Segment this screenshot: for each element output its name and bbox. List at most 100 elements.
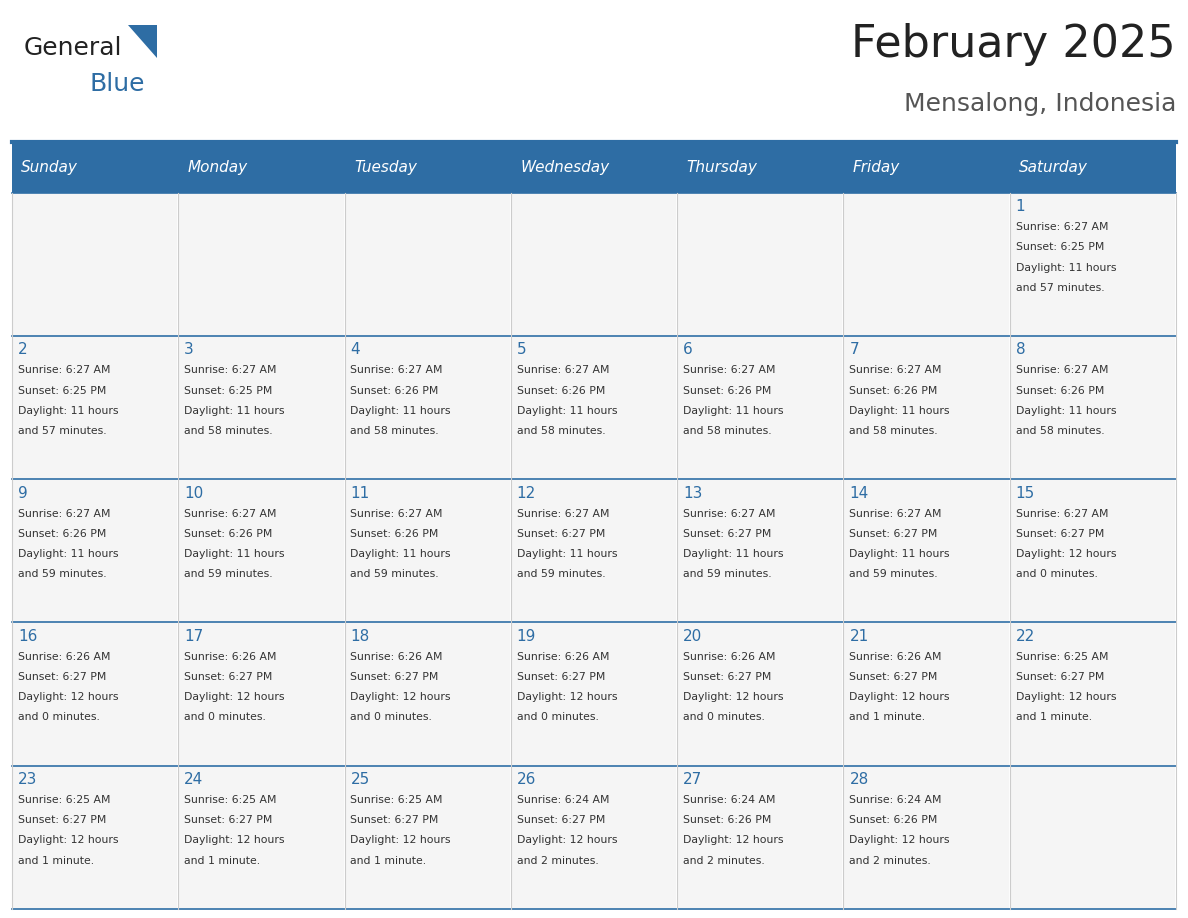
- Text: Daylight: 12 hours: Daylight: 12 hours: [849, 692, 950, 702]
- Text: Sunset: 6:26 PM: Sunset: 6:26 PM: [1016, 386, 1104, 396]
- Text: and 0 minutes.: and 0 minutes.: [683, 712, 765, 722]
- Text: Daylight: 12 hours: Daylight: 12 hours: [18, 692, 119, 702]
- Bar: [178, 336, 345, 479]
- Bar: [178, 142, 345, 193]
- Text: 6: 6: [683, 342, 693, 357]
- Text: 23: 23: [18, 772, 37, 787]
- Bar: [843, 142, 1010, 193]
- Text: 26: 26: [517, 772, 536, 787]
- Text: and 59 minutes.: and 59 minutes.: [184, 569, 273, 579]
- Text: 1: 1: [1016, 199, 1025, 214]
- Bar: [12, 336, 178, 479]
- Text: 24: 24: [184, 772, 203, 787]
- Text: and 57 minutes.: and 57 minutes.: [18, 426, 107, 436]
- Text: 20: 20: [683, 629, 702, 644]
- Text: and 0 minutes.: and 0 minutes.: [18, 712, 100, 722]
- Text: and 1 minute.: and 1 minute.: [18, 856, 94, 866]
- Text: 13: 13: [683, 486, 702, 500]
- Text: Tuesday: Tuesday: [354, 160, 417, 175]
- Text: and 57 minutes.: and 57 minutes.: [1016, 283, 1105, 293]
- Bar: [511, 336, 677, 479]
- Text: Daylight: 11 hours: Daylight: 11 hours: [517, 406, 618, 416]
- Text: and 1 minute.: and 1 minute.: [1016, 712, 1092, 722]
- Text: Sunset: 6:27 PM: Sunset: 6:27 PM: [683, 672, 771, 682]
- Text: Daylight: 12 hours: Daylight: 12 hours: [683, 835, 784, 845]
- Bar: [178, 766, 345, 909]
- Text: 9: 9: [18, 486, 27, 500]
- Text: Daylight: 12 hours: Daylight: 12 hours: [849, 835, 950, 845]
- Text: and 2 minutes.: and 2 minutes.: [517, 856, 599, 866]
- Bar: [843, 193, 1010, 336]
- Text: and 58 minutes.: and 58 minutes.: [1016, 426, 1105, 436]
- Text: 22: 22: [1016, 629, 1035, 644]
- Text: Daylight: 11 hours: Daylight: 11 hours: [18, 406, 119, 416]
- Text: 3: 3: [184, 342, 194, 357]
- Bar: [12, 193, 178, 336]
- Text: Sunrise: 6:26 AM: Sunrise: 6:26 AM: [517, 652, 609, 662]
- Text: February 2025: February 2025: [852, 23, 1176, 66]
- Text: Sunset: 6:25 PM: Sunset: 6:25 PM: [18, 386, 106, 396]
- Text: Sunset: 6:27 PM: Sunset: 6:27 PM: [849, 529, 937, 539]
- Text: and 2 minutes.: and 2 minutes.: [683, 856, 765, 866]
- Text: Sunrise: 6:24 AM: Sunrise: 6:24 AM: [517, 795, 609, 805]
- Bar: [511, 479, 677, 622]
- Bar: [677, 622, 843, 766]
- Bar: [1010, 766, 1176, 909]
- Text: Sunset: 6:26 PM: Sunset: 6:26 PM: [683, 815, 771, 825]
- Text: Sunrise: 6:25 AM: Sunrise: 6:25 AM: [1016, 652, 1108, 662]
- Text: 28: 28: [849, 772, 868, 787]
- Text: Daylight: 12 hours: Daylight: 12 hours: [1016, 692, 1117, 702]
- Bar: [1010, 336, 1176, 479]
- Text: and 1 minute.: and 1 minute.: [184, 856, 260, 866]
- Text: Sunrise: 6:27 AM: Sunrise: 6:27 AM: [1016, 509, 1108, 519]
- Bar: [677, 766, 843, 909]
- Text: Daylight: 12 hours: Daylight: 12 hours: [517, 692, 618, 702]
- Text: and 58 minutes.: and 58 minutes.: [683, 426, 772, 436]
- Bar: [178, 193, 345, 336]
- Text: and 59 minutes.: and 59 minutes.: [517, 569, 606, 579]
- Bar: [345, 336, 511, 479]
- Text: 2: 2: [18, 342, 27, 357]
- Text: Wednesday: Wednesday: [520, 160, 609, 175]
- Text: Sunrise: 6:27 AM: Sunrise: 6:27 AM: [517, 509, 609, 519]
- Bar: [843, 336, 1010, 479]
- Text: Sunrise: 6:26 AM: Sunrise: 6:26 AM: [18, 652, 110, 662]
- Text: 25: 25: [350, 772, 369, 787]
- Bar: [178, 622, 345, 766]
- Bar: [843, 766, 1010, 909]
- Text: Sunset: 6:27 PM: Sunset: 6:27 PM: [1016, 529, 1104, 539]
- Text: 21: 21: [849, 629, 868, 644]
- Text: Sunset: 6:27 PM: Sunset: 6:27 PM: [184, 672, 272, 682]
- Text: Daylight: 11 hours: Daylight: 11 hours: [849, 406, 950, 416]
- Text: and 0 minutes.: and 0 minutes.: [1016, 569, 1098, 579]
- Text: Sunset: 6:27 PM: Sunset: 6:27 PM: [1016, 672, 1104, 682]
- Text: Sunset: 6:27 PM: Sunset: 6:27 PM: [350, 672, 438, 682]
- Text: Sunrise: 6:27 AM: Sunrise: 6:27 AM: [184, 365, 277, 375]
- Text: Sunrise: 6:26 AM: Sunrise: 6:26 AM: [849, 652, 942, 662]
- Bar: [345, 479, 511, 622]
- Bar: [511, 142, 677, 193]
- Text: Sunrise: 6:25 AM: Sunrise: 6:25 AM: [18, 795, 110, 805]
- Text: Daylight: 11 hours: Daylight: 11 hours: [517, 549, 618, 559]
- Bar: [12, 766, 178, 909]
- Text: Daylight: 11 hours: Daylight: 11 hours: [849, 549, 950, 559]
- Text: Daylight: 12 hours: Daylight: 12 hours: [1016, 549, 1117, 559]
- Polygon shape: [128, 25, 157, 58]
- Text: Daylight: 12 hours: Daylight: 12 hours: [350, 835, 451, 845]
- Bar: [677, 336, 843, 479]
- Text: Mensalong, Indonesia: Mensalong, Indonesia: [904, 92, 1176, 116]
- Text: Sunrise: 6:26 AM: Sunrise: 6:26 AM: [683, 652, 776, 662]
- Text: Daylight: 11 hours: Daylight: 11 hours: [350, 406, 451, 416]
- Text: Sunset: 6:27 PM: Sunset: 6:27 PM: [18, 815, 106, 825]
- Text: Thursday: Thursday: [687, 160, 758, 175]
- Text: Daylight: 11 hours: Daylight: 11 hours: [184, 549, 285, 559]
- Text: Sunrise: 6:24 AM: Sunrise: 6:24 AM: [683, 795, 776, 805]
- Text: Sunset: 6:26 PM: Sunset: 6:26 PM: [350, 529, 438, 539]
- Text: Sunrise: 6:27 AM: Sunrise: 6:27 AM: [1016, 222, 1108, 232]
- Text: and 0 minutes.: and 0 minutes.: [517, 712, 599, 722]
- Text: and 59 minutes.: and 59 minutes.: [18, 569, 107, 579]
- Text: Sunrise: 6:27 AM: Sunrise: 6:27 AM: [517, 365, 609, 375]
- Text: and 58 minutes.: and 58 minutes.: [517, 426, 606, 436]
- Text: Sunset: 6:27 PM: Sunset: 6:27 PM: [849, 672, 937, 682]
- Bar: [12, 479, 178, 622]
